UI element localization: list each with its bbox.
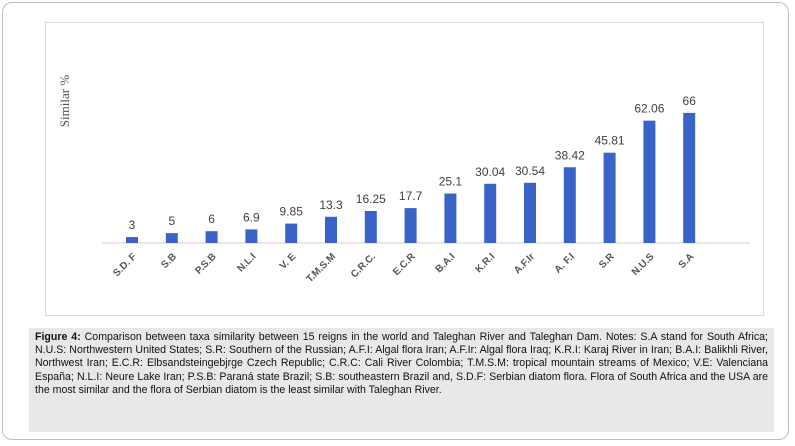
bar-2 xyxy=(205,231,218,243)
x-tick-label-1: S.B xyxy=(159,251,179,271)
data-label-10: 30.54 xyxy=(515,164,545,178)
bar-0 xyxy=(126,237,138,243)
data-label-9: 30.04 xyxy=(475,165,505,179)
bar-14 xyxy=(683,112,696,243)
data-label-8: 25.1 xyxy=(439,175,463,189)
x-tick-label-2: P.S.B xyxy=(193,251,218,276)
bar-13 xyxy=(643,120,656,243)
bar-11 xyxy=(563,167,576,243)
bar-3 xyxy=(245,229,258,243)
x-tick-label-6: C.R.C. xyxy=(349,251,378,280)
x-tick-label-14: S.A xyxy=(677,251,697,271)
bar-7 xyxy=(404,208,417,243)
x-tick-label-0: S.D. F xyxy=(111,251,139,279)
data-label-12: 45.81 xyxy=(595,134,625,148)
bar-10 xyxy=(524,182,536,243)
bar-12 xyxy=(603,152,616,243)
data-label-4: 9.85 xyxy=(280,205,304,219)
data-label-1: 5 xyxy=(168,214,175,228)
x-tick-label-11: A. F.I xyxy=(553,251,577,275)
x-tick-label-3: N.L.I xyxy=(235,251,258,274)
x-tick-label-8: B.A.I xyxy=(434,251,458,275)
y-axis-label: Similar % xyxy=(57,75,72,128)
bar-6 xyxy=(364,210,377,243)
figure-frame: Similar % 3 S.D. F 5 S.B 6 P.S.B 6.9 N.L.I 9.85 V… xyxy=(2,2,789,440)
x-tick-label-7: E.C.R xyxy=(391,251,418,278)
x-tick-label-5: T.M.S.M xyxy=(304,251,338,285)
data-label-13: 62.06 xyxy=(634,102,664,116)
caption-text: Comparison between taxa similarity betwe… xyxy=(35,331,768,396)
figure-caption: Figure 4: Comparison between taxa simila… xyxy=(29,328,774,432)
data-label-6: 16.25 xyxy=(356,192,386,206)
x-tick-label-12: S.R xyxy=(597,251,617,271)
bar-chart: Similar % 3 S.D. F 5 S.B 6 P.S.B 6.9 N.L.I 9.85 V… xyxy=(57,75,750,285)
caption-label: Figure 4: xyxy=(35,331,81,343)
data-label-11: 38.42 xyxy=(555,148,585,162)
data-label-0: 3 xyxy=(129,218,136,232)
data-label-14: 66 xyxy=(683,94,697,108)
data-label-7: 17.7 xyxy=(399,189,423,203)
bar-4 xyxy=(285,223,298,243)
bar-9 xyxy=(484,183,497,243)
x-tick-label-4: V. E xyxy=(278,251,299,272)
bar-5 xyxy=(325,216,337,243)
x-tick-label-9: K.R.I xyxy=(473,251,497,275)
x-tick-label-13: N.U.S xyxy=(630,251,657,278)
chart-area: Similar % 3 S.D. F 5 S.B 6 P.S.B 6.9 N.L.I 9.85 V… xyxy=(45,22,764,316)
data-label-5: 13.3 xyxy=(319,198,343,212)
data-label-2: 6 xyxy=(208,212,215,226)
bar-8 xyxy=(444,193,457,243)
bar-1 xyxy=(165,233,178,243)
x-tick-label-10: A.F.Ir xyxy=(512,251,537,276)
data-label-3: 6.9 xyxy=(243,210,260,224)
